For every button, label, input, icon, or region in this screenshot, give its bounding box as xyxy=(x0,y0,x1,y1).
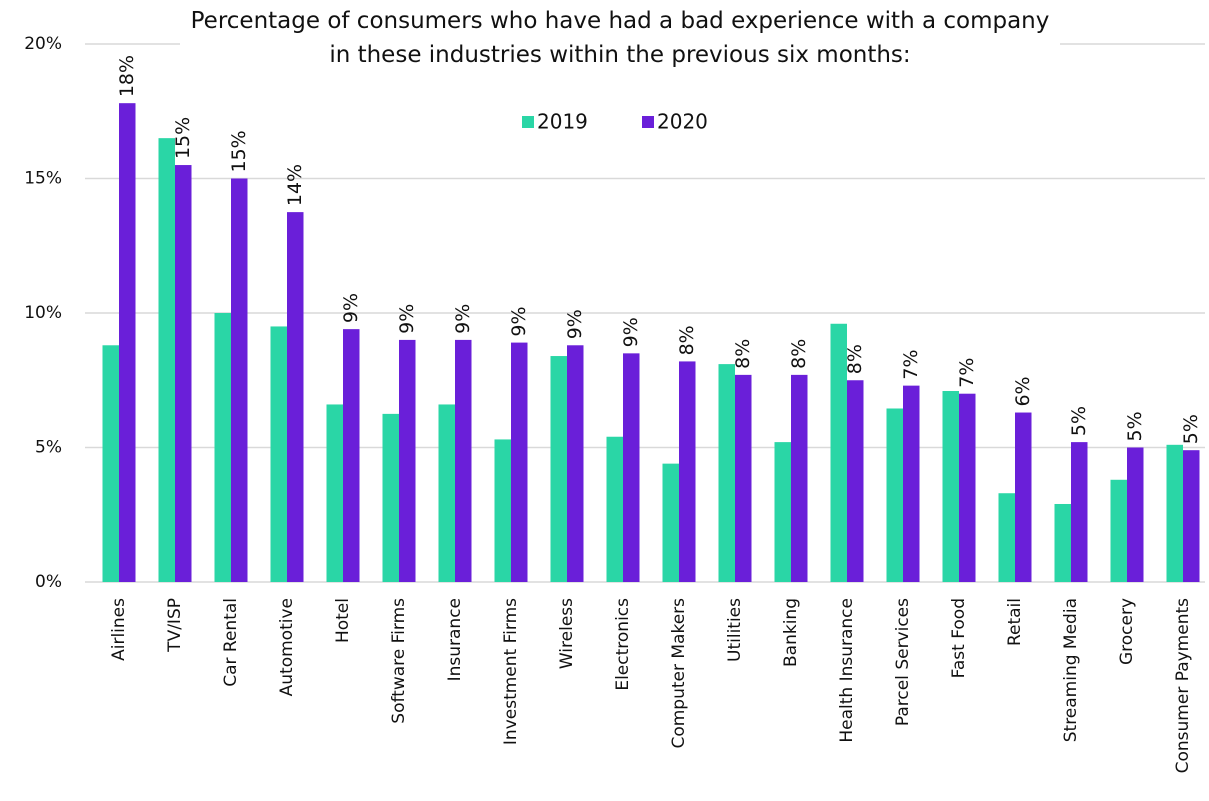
bar xyxy=(1015,412,1032,582)
bar xyxy=(830,323,847,582)
y-tick-label: 15% xyxy=(24,169,62,189)
value-label: 15% xyxy=(172,117,194,159)
bar xyxy=(455,339,472,582)
bar xyxy=(847,380,864,582)
bar xyxy=(270,326,287,582)
value-label: 9% xyxy=(396,304,418,334)
value-label: 14% xyxy=(284,164,306,206)
x-tick-label: Electronics xyxy=(613,598,633,691)
value-label: 5% xyxy=(1180,414,1202,444)
value-label: 9% xyxy=(620,317,642,347)
x-tick-label: Hotel xyxy=(333,598,353,643)
bar xyxy=(1071,442,1088,582)
y-tick-label: 0% xyxy=(35,572,62,592)
value-label: 6% xyxy=(1012,376,1034,406)
bar xyxy=(214,313,231,582)
bar xyxy=(175,165,192,583)
bar xyxy=(1166,444,1183,582)
bar xyxy=(791,374,808,582)
value-label: 8% xyxy=(788,339,810,369)
bar xyxy=(942,391,959,582)
value-label: 9% xyxy=(508,306,530,336)
bar xyxy=(119,103,136,583)
value-label: 9% xyxy=(452,304,474,334)
bar xyxy=(438,404,455,582)
bar xyxy=(1183,450,1200,582)
value-label: 7% xyxy=(900,349,922,379)
bar xyxy=(606,436,623,582)
value-label: 8% xyxy=(676,325,698,355)
value-label: 9% xyxy=(340,293,362,323)
bar xyxy=(550,356,567,582)
bar xyxy=(326,404,343,582)
x-tick-label: TV/ISP xyxy=(165,598,185,653)
legend-label: 2019 xyxy=(537,110,588,134)
bar xyxy=(959,393,976,582)
value-label: 9% xyxy=(564,309,586,339)
bar xyxy=(1127,447,1144,582)
x-tick-label: Health Insurance xyxy=(837,598,857,743)
y-tick-label: 10% xyxy=(24,303,62,323)
bar xyxy=(886,408,903,582)
x-tick-label: Wireless xyxy=(557,598,577,669)
value-label: 7% xyxy=(956,358,978,388)
bar xyxy=(567,345,584,582)
legend-swatch xyxy=(642,116,654,128)
bar xyxy=(623,353,640,582)
x-tick-label: Grocery xyxy=(1117,598,1137,665)
bar xyxy=(774,442,791,582)
x-tick-label: Insurance xyxy=(445,598,465,681)
bar xyxy=(287,212,304,582)
value-label: 8% xyxy=(844,344,866,374)
bar xyxy=(903,385,920,582)
x-tick-label: Airlines xyxy=(109,598,129,661)
bar xyxy=(511,342,528,582)
bar xyxy=(494,439,511,582)
y-tick-label: 20% xyxy=(24,34,62,54)
value-label: 5% xyxy=(1068,406,1090,436)
bar xyxy=(1054,503,1071,582)
x-tick-label: Car Rental xyxy=(221,598,241,687)
value-label: 18% xyxy=(116,55,138,97)
value-label: 8% xyxy=(732,339,754,369)
bar xyxy=(735,374,752,582)
y-tick-label: 5% xyxy=(35,438,62,458)
bar xyxy=(718,364,735,582)
x-tick-label: Streaming Media xyxy=(1061,598,1081,742)
bar xyxy=(102,345,119,582)
x-tick-label: Consumer Payments xyxy=(1173,598,1193,774)
bar xyxy=(662,463,679,582)
chart-title: Percentage of consumers who have had a b… xyxy=(180,4,1060,72)
x-tick-label: Parcel Services xyxy=(893,598,913,726)
bar xyxy=(998,493,1015,582)
x-tick-label: Fast Food xyxy=(949,598,969,678)
x-tick-label: Software Firms xyxy=(389,598,409,724)
x-tick-label: Banking xyxy=(781,598,801,667)
bar xyxy=(1110,479,1127,582)
bar xyxy=(343,329,360,582)
legend-swatch xyxy=(522,116,534,128)
x-tick-label: Computer Makers xyxy=(669,598,689,749)
bar xyxy=(399,339,416,582)
value-label: 15% xyxy=(228,130,250,172)
x-tick-label: Automotive xyxy=(277,598,297,696)
bar xyxy=(158,138,175,582)
bar xyxy=(382,413,399,582)
bar xyxy=(231,178,248,582)
value-label: 5% xyxy=(1124,411,1146,441)
x-tick-label: Investment Firms xyxy=(501,598,521,745)
x-tick-label: Retail xyxy=(1005,598,1025,646)
x-tick-label: Utilities xyxy=(725,598,745,662)
bar xyxy=(679,361,696,582)
legend-label: 2020 xyxy=(657,110,708,134)
